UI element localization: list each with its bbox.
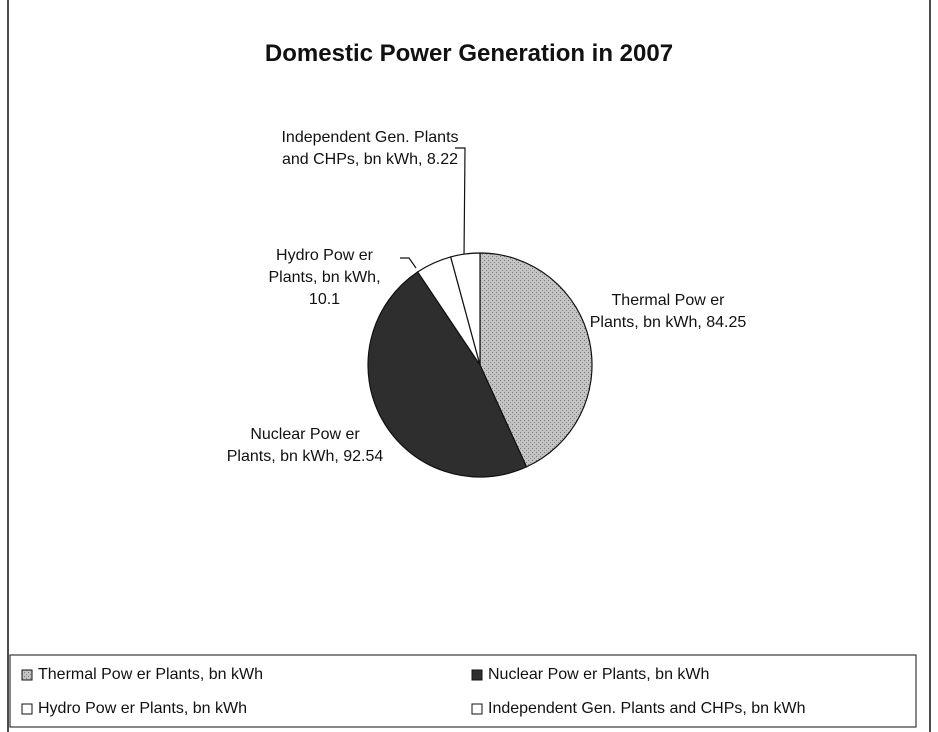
legend-box <box>9 654 917 728</box>
pie-slice <box>449 252 481 366</box>
pie-slice <box>479 252 593 468</box>
legend-swatch <box>471 669 483 681</box>
data-label: Hydro Pow er Plants, bn kWh, 10.1 <box>268 247 381 308</box>
legend-swatch <box>21 669 33 681</box>
legend-label: Thermal Pow er Plants, bn kWh <box>38 666 263 683</box>
leader-line <box>455 147 466 259</box>
chart-frame <box>7 0 931 732</box>
data-label: Thermal Pow er Plants, bn kWh, 84.25 <box>589 292 747 331</box>
chart-title: Domestic Power Generation in 2007 <box>264 40 674 67</box>
legend-label: Independent Gen. Plants and CHPs, bn kWh <box>488 700 806 717</box>
legend-swatch <box>21 703 33 715</box>
data-label: Nuclear Pow er Plants, bn kWh, 92.54 <box>226 426 384 465</box>
pie-slice <box>367 271 528 478</box>
legend-swatch <box>471 703 483 715</box>
leader-line <box>400 257 417 269</box>
legend-label: Hydro Pow er Plants, bn kWh <box>38 700 247 717</box>
legend-label: Nuclear Pow er Plants, bn kWh <box>488 666 710 683</box>
data-label: Independent Gen. Plants and CHPs, bn kWh… <box>281 129 459 168</box>
